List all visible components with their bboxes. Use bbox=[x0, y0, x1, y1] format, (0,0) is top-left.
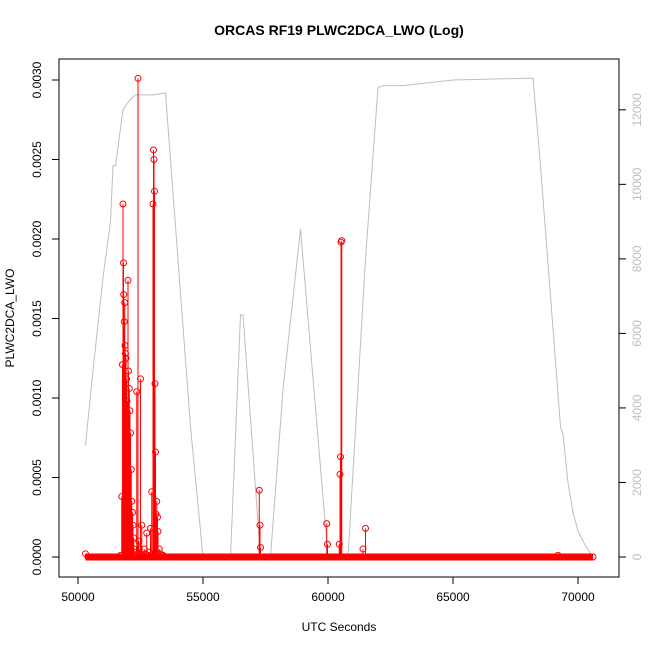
plot-area bbox=[82, 74, 597, 561]
lwc-point bbox=[120, 259, 127, 267]
lwc-point bbox=[132, 551, 139, 559]
lwc-point bbox=[126, 407, 134, 415]
lwc-point bbox=[140, 545, 148, 553]
y-tick-label: 0.0005 bbox=[30, 459, 44, 496]
lwc-point bbox=[117, 551, 124, 559]
lwc-point bbox=[135, 537, 143, 545]
lwc-point bbox=[127, 429, 134, 437]
lwc-point bbox=[152, 448, 159, 456]
y-tick-label: 0.0010 bbox=[30, 379, 44, 416]
lwc-point bbox=[144, 551, 152, 559]
lwc-point bbox=[123, 397, 131, 405]
lwc-point bbox=[133, 388, 141, 396]
lwc-point bbox=[127, 466, 135, 474]
lwc-point bbox=[119, 361, 126, 369]
lwc-point bbox=[123, 375, 130, 383]
lwc-point bbox=[84, 553, 92, 561]
lwc-point bbox=[121, 299, 129, 307]
lwc-point bbox=[138, 521, 146, 529]
chart-title: ORCAS RF19 PLWC2DCA_LWO (Log) bbox=[214, 22, 464, 38]
lwc-point bbox=[151, 380, 159, 388]
lwc-point bbox=[155, 545, 163, 553]
x-tick-label: 60000 bbox=[311, 590, 345, 604]
x-tick-label: 55000 bbox=[186, 590, 220, 604]
y-tick-label: 0.0000 bbox=[30, 538, 44, 575]
lwc-point bbox=[120, 291, 128, 299]
lwc-point bbox=[162, 553, 169, 561]
lwc-point bbox=[118, 493, 126, 501]
lwc-point bbox=[324, 540, 331, 548]
lwc-point bbox=[135, 545, 143, 553]
lwc-point bbox=[137, 375, 144, 383]
y2-tick-label: 10000 bbox=[630, 167, 644, 201]
lwc-point bbox=[122, 354, 130, 362]
x-tick-label: 70000 bbox=[561, 590, 595, 604]
lwc-point bbox=[124, 276, 132, 284]
lwc-point bbox=[256, 521, 264, 529]
lwc-point bbox=[154, 528, 162, 536]
lwc-point bbox=[124, 435, 131, 443]
lwc-series bbox=[82, 74, 597, 561]
lwc-point bbox=[554, 551, 562, 559]
lwc-point bbox=[130, 534, 138, 542]
lwc-point bbox=[336, 470, 344, 478]
x-axis-title: UTC Seconds bbox=[302, 620, 377, 634]
y2-tick-label: 0 bbox=[630, 553, 644, 560]
lwc-point bbox=[337, 453, 344, 461]
x-tick-label: 50000 bbox=[61, 590, 95, 604]
lwc-point bbox=[362, 524, 369, 532]
lwc-point bbox=[128, 497, 136, 505]
lwc-point bbox=[129, 521, 137, 529]
y2-tick-label: 12000 bbox=[630, 93, 644, 127]
y-tick-label: 0.0030 bbox=[30, 61, 44, 98]
lwc-point bbox=[154, 513, 161, 521]
lwc-point bbox=[121, 342, 129, 350]
lwc-point bbox=[120, 318, 128, 326]
lwc-point bbox=[143, 529, 151, 537]
lwc-point bbox=[130, 545, 138, 553]
lwc-point bbox=[150, 146, 157, 154]
y-tick-label: 0.0025 bbox=[30, 141, 44, 178]
lwc-point bbox=[125, 384, 133, 392]
plot-frame bbox=[58, 58, 620, 578]
lwc-point bbox=[335, 540, 343, 548]
lwc-point bbox=[151, 187, 158, 195]
lwc-point bbox=[323, 520, 331, 528]
y2-tick-label: 4000 bbox=[630, 394, 644, 421]
lwc-point bbox=[257, 543, 264, 551]
lwc-point bbox=[359, 545, 367, 553]
lwc-point bbox=[119, 200, 127, 208]
lwc-point bbox=[149, 200, 157, 208]
y-axis-title: PLWC2DCA_LWO bbox=[3, 269, 17, 368]
lwc-point bbox=[148, 488, 156, 496]
lwc-point bbox=[589, 553, 597, 561]
lwc-point bbox=[134, 74, 142, 82]
lwc-point bbox=[152, 510, 160, 518]
lwc-point bbox=[153, 497, 161, 505]
y-tick-label: 0.0015 bbox=[30, 300, 44, 337]
lwc-point bbox=[129, 508, 136, 516]
lwc-point bbox=[145, 548, 153, 556]
y2-tick-label: 6000 bbox=[630, 320, 644, 347]
lwc-point bbox=[255, 486, 263, 494]
lwc-point bbox=[150, 156, 158, 163]
y2-tick-label: 8000 bbox=[630, 245, 644, 272]
lwc-point bbox=[125, 367, 132, 375]
lwc-point bbox=[338, 237, 346, 245]
y-tick-label: 0.0020 bbox=[30, 220, 44, 257]
x-tick-label: 65000 bbox=[436, 590, 470, 604]
y2-tick-label: 2000 bbox=[630, 469, 644, 496]
lwc-point bbox=[122, 349, 129, 357]
lwc-point bbox=[147, 524, 154, 532]
